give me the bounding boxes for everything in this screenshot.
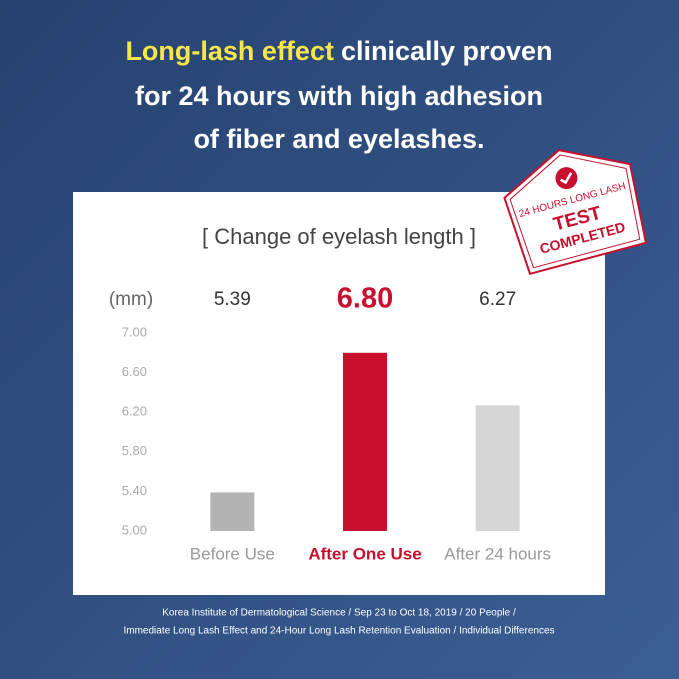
footnote: Immediate Long Lash Effect and 24-Hour L… — [123, 626, 554, 637]
badge-shape — [503, 149, 648, 276]
value-label: 6.80 — [337, 283, 393, 315]
y-tick-label: 7.00 — [122, 324, 147, 339]
badge-check-mark — [560, 172, 573, 185]
headline-highlight: Long-lash effect — [125, 36, 334, 66]
y-tick-label: 6.60 — [122, 364, 147, 379]
x-tick-label: After 24 hours — [444, 544, 551, 563]
y-tick-label: 5.80 — [122, 443, 147, 458]
chart-title: [ Change of eyelash length ] — [202, 224, 476, 249]
value-label: 6.27 — [479, 289, 516, 310]
footnote: Korea Institute of Dermatological Scienc… — [162, 608, 516, 619]
x-tick-label: Before Use — [190, 544, 275, 563]
bar — [210, 492, 255, 531]
y-tick-label: 5.40 — [122, 483, 147, 498]
headline-line: for 24 hours with high adhesion — [135, 81, 543, 111]
bar — [343, 352, 387, 531]
headline: Long-lash effect clinically proven — [125, 36, 552, 66]
badge-check — [555, 167, 578, 190]
y-tick-label: 6.20 — [122, 404, 147, 419]
y-tick-label: 5.00 — [122, 522, 147, 537]
headline-line: clinically proven — [341, 36, 553, 66]
value-label: 5.39 — [214, 289, 251, 310]
bar — [475, 405, 520, 531]
badge-inner — [509, 154, 641, 269]
headline-line: of fiber and eyelashes. — [193, 124, 484, 154]
y-unit: (mm) — [109, 289, 153, 310]
badge: 24 HOURS LONG LASH TEST COMPLETED — [503, 149, 648, 276]
x-tick-label: After One Use — [308, 544, 421, 563]
